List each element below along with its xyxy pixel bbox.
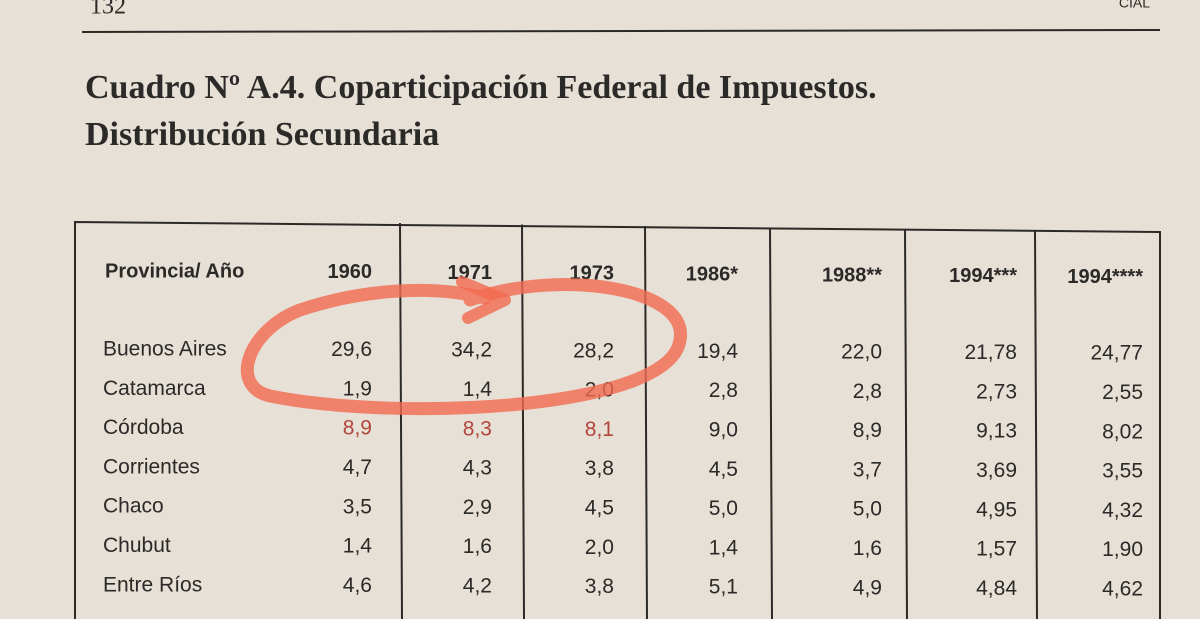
cell-value: 1,4 [463,378,493,401]
title-line: Distribución Secundaria [85,116,439,153]
row-label: Catamarca [103,377,206,400]
cell-value: 2,55 [1102,381,1143,404]
cell-value: 2,73 [976,380,1017,403]
column-rule [904,228,908,619]
header-rule [81,29,1161,33]
column-header: Provincia/ Año [105,260,244,282]
cell-value: 5,0 [709,497,738,520]
cell-value: 9,13 [976,420,1017,443]
cell-value: 8,1 [585,418,614,441]
cell-value: 4,84 [976,577,1017,600]
cell-value: 4,5 [709,458,738,481]
cell-value: 4,2 [463,575,492,598]
cell-value: 9,0 [709,419,738,442]
cell-value: 4,62 [1102,578,1143,601]
cell-value: 3,5 [343,495,372,518]
cell-value: 5,0 [853,498,882,521]
cell-value: 4,32 [1102,499,1143,522]
column-header: 1994**** [1067,266,1143,288]
row-label: Corrientes [103,455,200,478]
cell-value: 29,6 [331,338,372,361]
table-border [74,220,1161,619]
cell-value: 2,9 [463,496,492,519]
cell-value: 8,3 [463,417,492,440]
cell-value: 2,8 [853,380,882,403]
cell-value: 3,55 [1102,460,1143,483]
cell-value: 3,69 [976,459,1017,482]
cell-value: 8,9 [853,419,882,442]
cell-value: 1,9 [343,377,372,400]
row-label: Córdoba [103,416,184,439]
cell-value: 3,7 [853,458,882,481]
column-rule [769,227,773,619]
cell-value: 4,7 [343,456,372,479]
column-rule [1034,230,1038,619]
cell-value: 8,9 [343,417,372,440]
cell-value: 1,90 [1102,538,1143,561]
page-number: 132 [90,0,126,20]
cell-value: 19,4 [697,340,738,363]
row-label: Chaco [103,495,164,518]
column-header: 1960 [328,261,373,283]
cell-value: 21,78 [964,341,1017,364]
cell-value: 22,0 [841,341,882,364]
column-header: 1994*** [949,265,1017,287]
cell-value: 3,8 [585,457,614,480]
cell-value: 4,5 [585,497,614,520]
cell-value: 4,95 [976,498,1017,521]
cell-value: 28,2 [573,339,614,362]
cell-value: 1,57 [976,538,1017,561]
column-header: 1988** [822,264,882,286]
cell-value: 4,3 [463,457,492,480]
cell-value: 24,77 [1090,342,1143,365]
row-label: Buenos Aires [103,338,227,361]
cell-value: 5,1 [709,576,738,599]
column-header: 1986* [686,263,738,285]
cell-value: 8,02 [1102,420,1143,443]
row-label: Entre Ríos [103,573,202,596]
red-arrow-head [456,276,511,324]
red-annotation [240,278,687,416]
cell-value: 34,2 [451,339,492,362]
cell-value: 1,6 [463,535,492,558]
cell-value: 1,6 [853,537,882,560]
cell-value: 4,9 [853,576,882,599]
cell-value: 2,8 [709,379,738,402]
row-label: Chubut [103,534,171,557]
cell-value: 2,0 [585,536,614,559]
cell-value: 3,8 [585,575,614,598]
title-line: Cuadro Nº A.4. Coparticipación Federal d… [85,69,877,106]
cell-value: 1,4 [709,536,739,559]
cell-value: 4,6 [343,574,372,597]
running-head: CIAL [1119,0,1150,11]
cell-value: 1,4 [343,535,373,558]
